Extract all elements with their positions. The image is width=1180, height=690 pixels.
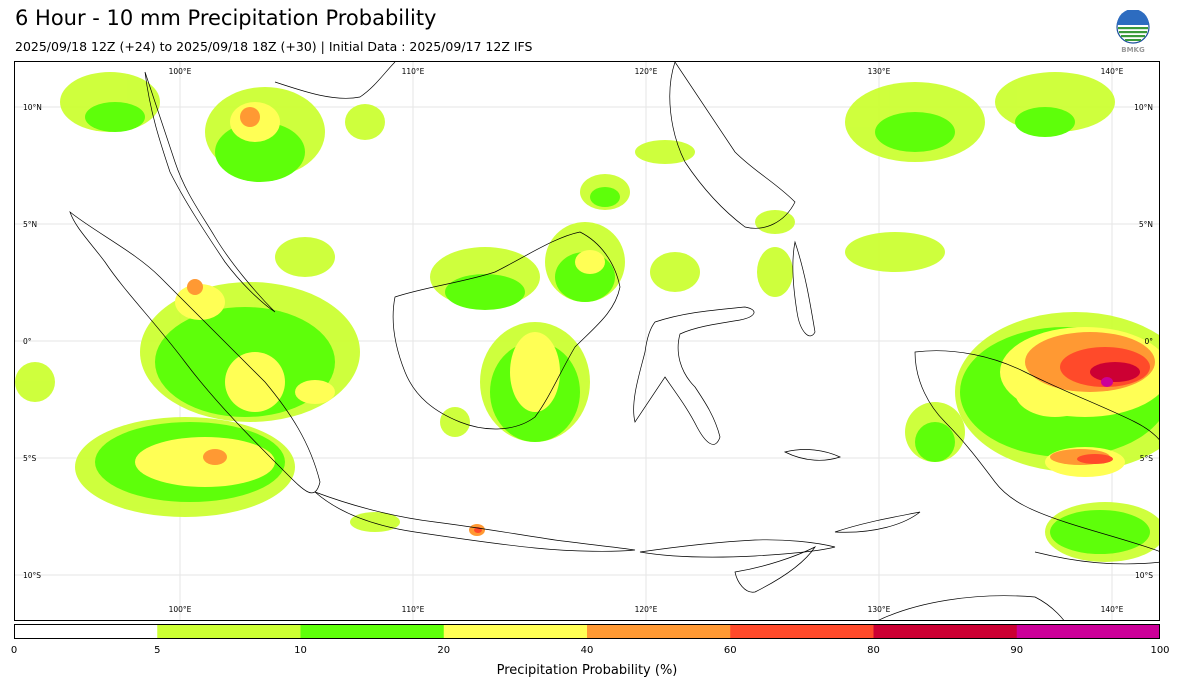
lat-label-right: 5°N — [1139, 220, 1153, 229]
colorbar-tick-label: 20 — [437, 645, 451, 656]
lat-label-right: 10°S — [1135, 571, 1153, 580]
map-axis-labels: 100°E 110°E 120°E 130°E 140°E 100°E 110°… — [23, 67, 1153, 614]
lon-label-bottom: 110°E — [402, 605, 425, 614]
lon-label-top: 100°E — [169, 67, 192, 76]
colorbar-tick-label: 80 — [867, 645, 880, 656]
logo-text: BMKG — [1121, 46, 1145, 54]
lat-label-left: 10°N — [23, 103, 42, 112]
lon-label-top: 120°E — [635, 67, 658, 76]
lon-label-top: 140°E — [1101, 67, 1124, 76]
bmkg-logo: BMKG — [1114, 9, 1152, 54]
lon-label-top: 130°E — [868, 67, 891, 76]
colorbar-segment — [873, 624, 1018, 639]
colorbar-segment — [730, 624, 874, 639]
map-subtitle: 2025/09/18 12Z (+24) to 2025/09/18 18Z (… — [15, 39, 533, 54]
map-title: 6 Hour - 10 mm Precipitation Probability — [15, 6, 437, 30]
coastlines — [69, 62, 1159, 620]
lon-label-bottom: 140°E — [1101, 605, 1124, 614]
colorbar-segment — [300, 624, 445, 639]
lat-label-left: 5°N — [23, 220, 37, 229]
colorbar-tick-label: 0 — [10, 645, 18, 656]
map-canvas: 100°E 110°E 120°E 130°E 140°E 100°E 110°… — [15, 62, 1159, 620]
lat-label-right: 10°N — [1134, 103, 1153, 112]
lon-label-bottom: 120°E — [635, 605, 658, 614]
colorbar-tick-label: 60 — [723, 645, 737, 656]
colorbar-segment — [157, 624, 301, 639]
precip-field — [15, 72, 1159, 562]
precipitation-map[interactable]: 100°E 110°E 120°E 130°E 140°E 100°E 110°… — [14, 61, 1160, 621]
lon-label-bottom: 100°E — [169, 605, 192, 614]
colorbar — [14, 624, 1160, 639]
colorbar-tick-label: 10 — [294, 645, 307, 656]
colorbar-tick-label: 90 — [1010, 645, 1024, 656]
colorbar-label: Precipitation Probability (%) — [496, 663, 678, 678]
colorbar-segment — [1016, 624, 1160, 639]
lat-label-left: 5°S — [23, 454, 37, 463]
lat-label-right: 5°S — [1140, 454, 1154, 463]
colorbar-segment — [443, 624, 588, 639]
colorbar-segment — [14, 624, 158, 639]
colorbar-tick-label: 100 — [1150, 645, 1170, 656]
lat-label-right: 0° — [1144, 337, 1153, 346]
colorbar-segment — [587, 624, 731, 639]
colorbar-tick-label: 40 — [580, 645, 594, 656]
colorbar-tick-label: 5 — [154, 645, 161, 656]
lat-label-left: 10°S — [23, 571, 41, 580]
lon-label-bottom: 130°E — [868, 605, 891, 614]
lat-label-left: 0° — [23, 337, 32, 346]
lon-label-top: 110°E — [402, 67, 425, 76]
